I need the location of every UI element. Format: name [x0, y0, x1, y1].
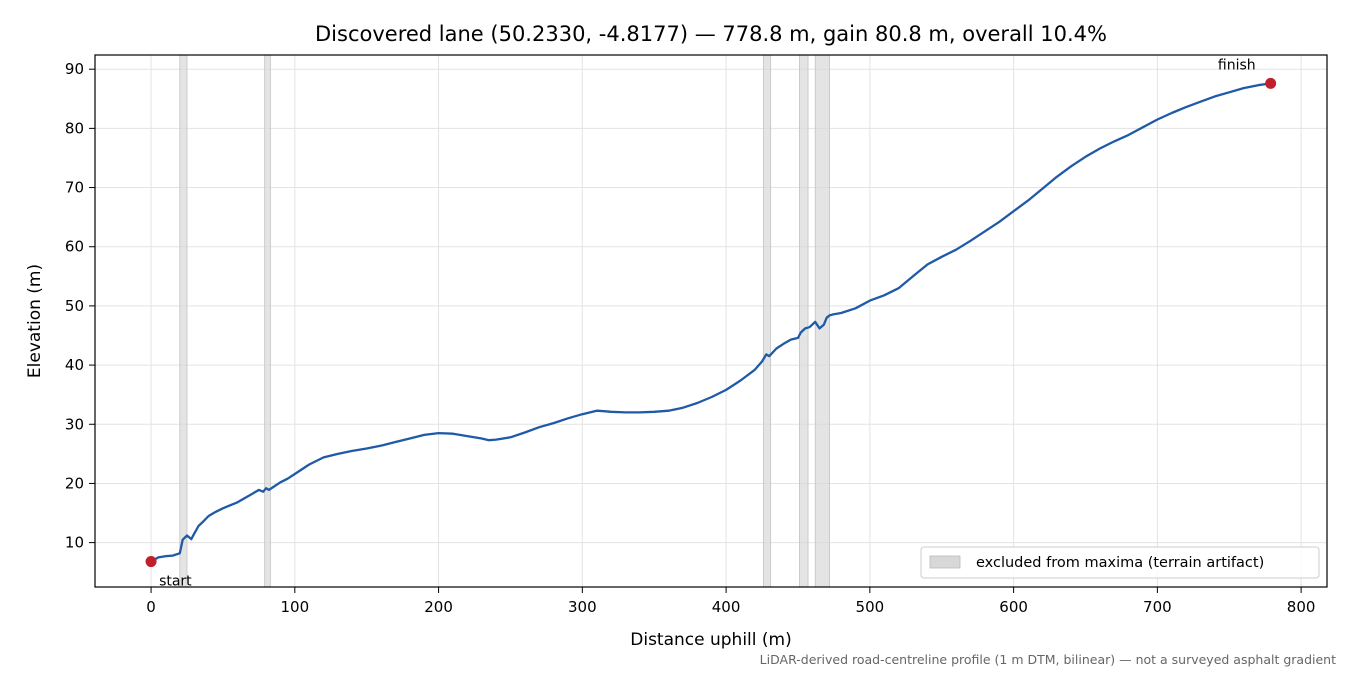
- y-tick-label: 90: [65, 60, 84, 78]
- legend: excluded from maxima (terrain artifact): [920, 546, 1320, 579]
- marker-label-finish: finish: [1218, 57, 1256, 73]
- marker-start: [145, 556, 157, 568]
- endpoint-markers: start finish: [145, 57, 1277, 590]
- excluded-band: [179, 54, 188, 588]
- plot-frame: [94, 54, 1328, 588]
- grid-lines: [95, 55, 1327, 587]
- x-tick-label: 0: [146, 598, 156, 616]
- excluded-band: [763, 54, 772, 588]
- y-tick-label: 50: [65, 297, 84, 315]
- excluded-band: [799, 54, 809, 588]
- x-tick-label: 800: [1287, 598, 1316, 616]
- x-axis-label: Distance uphill (m): [630, 630, 791, 650]
- x-tick-label: 600: [999, 598, 1028, 616]
- y-tick-label: 10: [65, 534, 84, 552]
- y-axis-ticks: 10 20 30 40 50 60 70 80 90: [65, 60, 95, 552]
- legend-box: [920, 546, 1320, 579]
- excluded-band: [814, 54, 830, 588]
- x-tick-label: 300: [568, 598, 597, 616]
- x-tick-label: 400: [712, 598, 741, 616]
- x-tick-label: 200: [424, 598, 453, 616]
- y-tick-label: 40: [65, 356, 84, 374]
- footnote: LiDAR-derived road-centreline profile (1…: [760, 652, 1336, 667]
- y-tick-label: 20: [65, 474, 84, 492]
- x-tick-label: 700: [1143, 598, 1172, 616]
- y-tick-label: 70: [65, 179, 84, 197]
- x-axis-ticks: 0 100 200 300 400 500 600 700 800: [146, 587, 1315, 616]
- x-tick-label: 100: [281, 598, 310, 616]
- series-layer: [150, 82, 1271, 563]
- y-axis-label: Elevation (m): [25, 264, 45, 378]
- chart-title: Discovered lane (50.2330, -4.8177) — 778…: [315, 22, 1107, 46]
- legend-label: excluded from maxima (terrain artifact): [976, 555, 1264, 571]
- marker-finish: [1265, 77, 1277, 89]
- excluded-band: [264, 54, 271, 588]
- legend-swatch: [929, 555, 961, 569]
- marker-label-start: start: [159, 574, 192, 590]
- elevation-series-line: [150, 82, 1271, 563]
- y-tick-label: 30: [65, 415, 84, 433]
- x-tick-label: 500: [856, 598, 885, 616]
- y-tick-label: 60: [65, 238, 84, 256]
- y-tick-label: 80: [65, 119, 84, 137]
- excluded-bands: [179, 54, 830, 588]
